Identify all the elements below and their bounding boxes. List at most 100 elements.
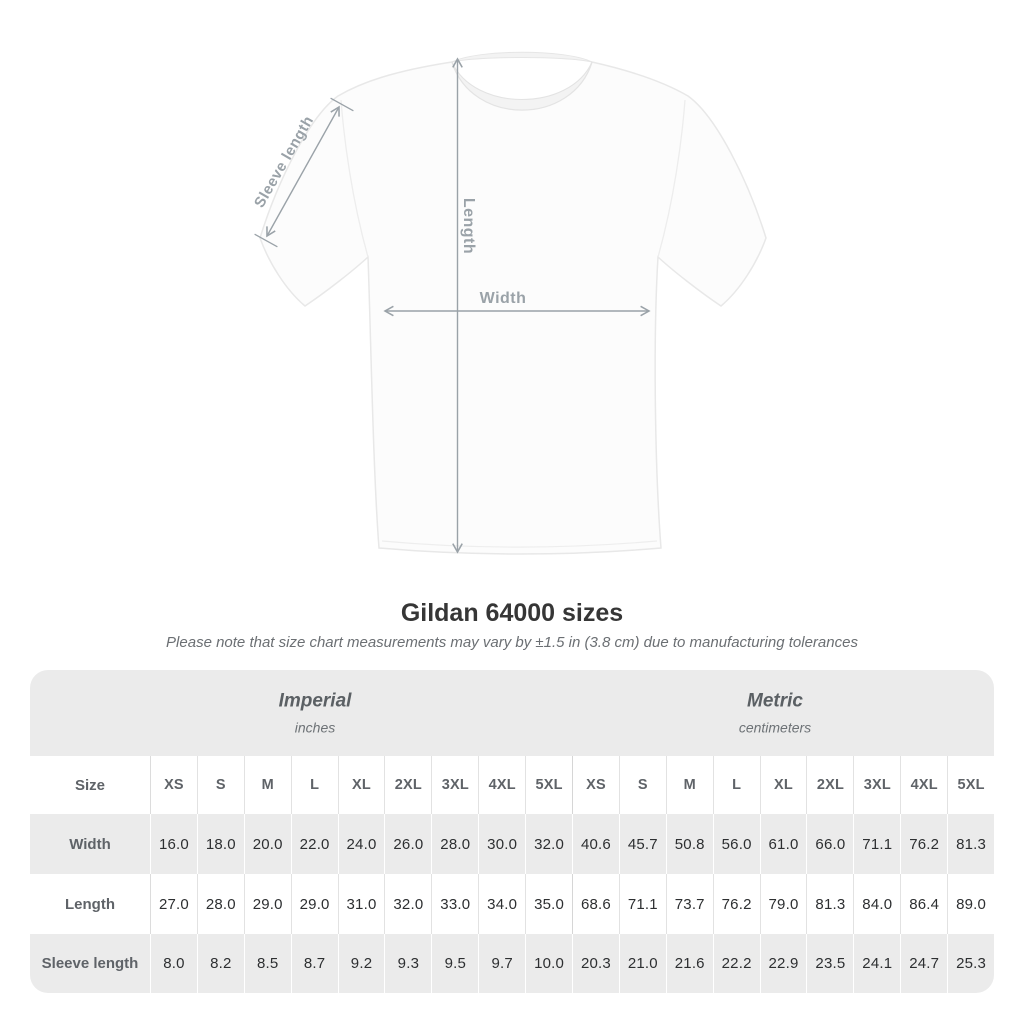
value-cell: 26.0: [384, 814, 431, 874]
row-label-cell: Sleeve length: [41, 955, 139, 972]
value-cell: 73.7: [665, 874, 713, 934]
value-cell: 45.7: [618, 814, 666, 874]
page-title: Gildan 64000 sizes: [400, 599, 624, 627]
value-cell: 20.3: [572, 934, 619, 993]
unit-header-band: Imperial inches Metric centimeters: [30, 670, 994, 756]
tshirt-hem-stitch: [381, 540, 658, 548]
size-column-header: M: [665, 756, 713, 814]
width-label: Width: [480, 290, 527, 307]
value-cell: 61.0: [759, 814, 807, 874]
value-cell: 28.0: [431, 814, 478, 874]
value-cell: 18.0: [196, 814, 244, 874]
value-cell: 29.0: [290, 874, 338, 934]
value-cell: 29.0: [243, 874, 291, 934]
caption: Gildan 64000 sizes Please note that size…: [0, 598, 1024, 652]
size-column-header: XS: [150, 756, 197, 814]
value-cell: 81.3: [947, 814, 994, 874]
size-column-header: S: [618, 756, 666, 814]
size-column-header: L: [290, 756, 338, 814]
value-cell: 9.3: [384, 934, 431, 993]
value-cell: 9.2: [337, 934, 385, 993]
value-cell: 8.2: [196, 934, 244, 993]
shirt-diagram: Length Width Sleeve length: [251, 51, 767, 555]
row-label-cell: Length: [65, 895, 115, 913]
value-cell: 22.2: [712, 934, 760, 993]
value-cell: 68.6: [572, 874, 619, 934]
value-cell: 84.0: [853, 874, 900, 934]
size-column-header: XL: [759, 756, 807, 814]
value-cell: 33.0: [431, 874, 478, 934]
size-column-header: S: [196, 756, 244, 814]
row-label-cell: Width: [69, 835, 111, 853]
size-column-header: 2XL: [384, 756, 431, 814]
value-cell: 66.0: [806, 814, 853, 874]
value-cell: 56.0: [712, 814, 760, 874]
value-cell: 8.7: [290, 934, 338, 993]
value-cell: 24.1: [853, 934, 900, 993]
table-row-width: Width 16.0 18.0 20.0 22.0 24.0 26.0 28.0 30.0 32.…: [30, 814, 994, 874]
tshirt-measurement-figure: Length Width Sleeve length: [251, 51, 767, 555]
size-column-header: 5XL: [947, 756, 994, 814]
size-column-header: 3XL: [431, 756, 478, 814]
value-cell: 32.0: [525, 814, 572, 874]
tolerance-note: Please note that size chart measurements…: [166, 634, 858, 651]
value-cell: 24.0: [337, 814, 385, 874]
size-column-header: 5XL: [525, 756, 572, 814]
tshirt-body: [259, 61, 767, 555]
metric-label: Metric: [747, 690, 803, 712]
value-cell: 16.0: [150, 814, 197, 874]
table-row-length: Length 27.0 28.0 29.0 29.0 31.0 32.0 33.0 34.0 35…: [30, 874, 994, 934]
value-cell: 25.3: [947, 934, 994, 993]
value-cell: 76.2: [712, 874, 760, 934]
value-cell: 40.6: [572, 814, 619, 874]
tshirt-collar-band: [451, 61, 593, 111]
value-cell: 79.0: [759, 874, 807, 934]
size-column-header: 2XL: [806, 756, 853, 814]
value-cell: 10.0: [525, 934, 572, 993]
width-dimension: Width: [383, 290, 651, 317]
length-label: Length: [460, 198, 477, 254]
value-cell: 28.0: [196, 874, 244, 934]
imperial-sublabel: inches: [294, 719, 336, 736]
value-cell: 9.5: [431, 934, 478, 993]
length-dimension: Length: [452, 57, 477, 554]
metric-sublabel: centimeters: [738, 719, 812, 736]
value-cell: 22.9: [759, 934, 807, 993]
value-cell: 9.7: [478, 934, 525, 993]
size-header-cell: Size: [74, 776, 105, 794]
size-column-header: M: [243, 756, 291, 814]
tshirt-left-sleeve-seam: [340, 99, 369, 258]
value-cell: 21.6: [665, 934, 713, 993]
value-cell: 31.0: [337, 874, 385, 934]
value-cell: 50.8: [665, 814, 713, 874]
value-cell: 8.5: [243, 934, 291, 993]
value-cell: 24.7: [900, 934, 947, 993]
value-cell: 23.5: [806, 934, 853, 993]
value-cell: 8.0: [150, 934, 197, 993]
size-column-header: XS: [572, 756, 619, 814]
value-cell: 30.0: [478, 814, 525, 874]
value-cell: 35.0: [525, 874, 572, 934]
value-cell: 81.3: [806, 874, 853, 934]
size-column-header: 3XL: [853, 756, 900, 814]
value-cell: 89.0: [947, 874, 994, 934]
value-cell: 76.2: [900, 814, 947, 874]
value-cell: 27.0: [150, 874, 197, 934]
value-cell: 71.1: [618, 874, 666, 934]
value-cell: 86.4: [900, 874, 947, 934]
table-row-sleeve-length: Sleeve length 8.0 8.2 8.5 8.7 9.2 9.3 9.5 9.7 10.…: [30, 934, 994, 993]
imperial-label: Imperial: [278, 690, 352, 712]
size-table-rows: Size XS S M L XL 2XL 3XL 4XL 5XL XS S M L XL 2XL 3XL 4XL 5…: [30, 756, 994, 993]
tshirt-right-sleeve-seam: [657, 99, 686, 258]
unit-group-metric: Metric centimeters: [739, 691, 811, 736]
value-cell: 34.0: [478, 874, 525, 934]
size-column-header: 4XL: [478, 756, 525, 814]
size-table: Imperial inches Metric centimeters Size X…: [30, 670, 994, 993]
tshirt-back-collar: [451, 51, 593, 63]
value-cell: 32.0: [384, 874, 431, 934]
unit-group-imperial: Imperial inches: [279, 691, 352, 736]
value-cell: 71.1: [853, 814, 900, 874]
size-column-header: 4XL: [900, 756, 947, 814]
size-column-header: L: [712, 756, 760, 814]
size-column-header: XL: [337, 756, 385, 814]
